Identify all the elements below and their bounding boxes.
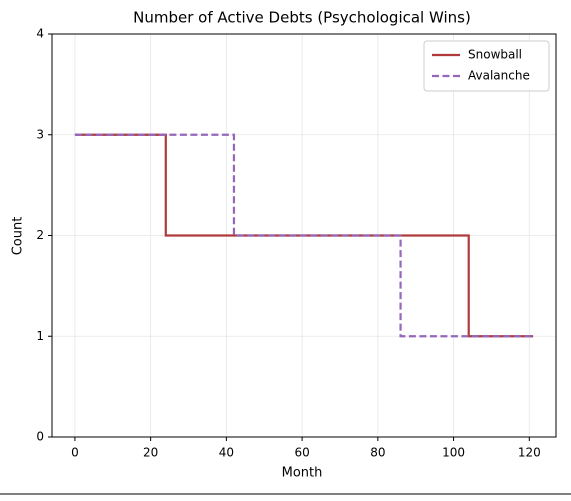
plot-frame: [51, 33, 557, 438]
x-tick-label: 60: [294, 446, 309, 460]
y-tick-label: 1: [36, 329, 44, 343]
y-tick-label: 3: [36, 127, 44, 141]
legend-label: Avalanche: [468, 69, 530, 83]
x-tick-label: 20: [143, 446, 158, 460]
x-tick-label: 100: [442, 446, 465, 460]
y-tick-label: 0: [36, 430, 44, 444]
chart-title: Number of Active Debts (Psychological Wi…: [133, 9, 471, 27]
step-line: [74, 133, 534, 338]
y-tick-label: 2: [36, 228, 44, 242]
legend-label: Snowball: [468, 48, 522, 62]
x-axis-label: Month: [282, 466, 323, 481]
x-tick-label: 40: [219, 446, 234, 460]
x-tick-label: 0: [71, 446, 79, 460]
legend: Snowball Avalanche: [423, 40, 550, 92]
legend-box: [423, 40, 550, 92]
y-axis-label: Count: [11, 217, 26, 256]
x-tick-label: 80: [370, 446, 385, 460]
y-tick-label: 4: [36, 27, 44, 41]
x-tick-label: 120: [518, 446, 541, 460]
